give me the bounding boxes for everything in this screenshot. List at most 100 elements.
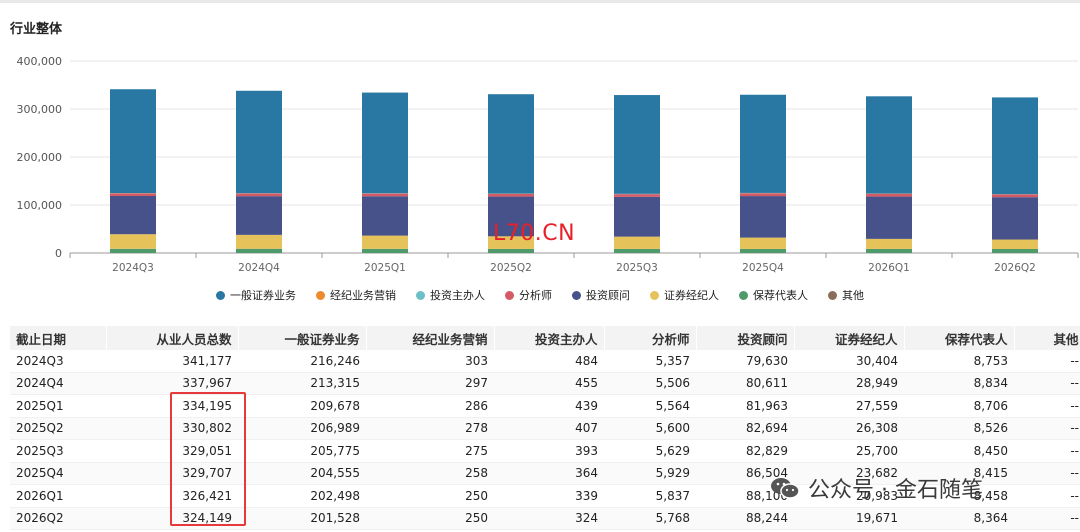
column-header[interactable]: 其他: [1014, 326, 1080, 350]
legend-item[interactable]: 投资顾问: [572, 287, 630, 303]
table-cell: 258: [366, 462, 494, 485]
bar-segment: [614, 95, 660, 194]
legend-swatch: [216, 290, 225, 300]
column-header[interactable]: 保荐代表人: [904, 326, 1015, 350]
legend-item[interactable]: 分析师: [505, 287, 552, 303]
table-cell: 8,834: [904, 372, 1014, 395]
table-cell: --: [1014, 439, 1080, 463]
watermark-text: L70.CN: [493, 221, 576, 246]
table-cell: 329,051: [106, 439, 238, 463]
column-header[interactable]: 从业人员总数: [106, 326, 239, 350]
legend-item[interactable]: 经纪业务营销: [316, 287, 396, 303]
table-cell: 25,700: [794, 439, 904, 463]
legend-item[interactable]: 一般证券业务: [216, 287, 296, 303]
chart-legend: 一般证券业务 经纪业务营销 投资主办人 分析师 投资顾问 证券经纪人 保荐代表人 其他: [0, 287, 1080, 303]
table-cell: 364: [494, 462, 604, 485]
table-row: 2025Q1 334,195 209,678 286 439 5,564 81,963 27,…: [10, 394, 1080, 418]
table-cell: 250: [366, 484, 494, 508]
column-header[interactable]: 截止日期: [10, 326, 107, 350]
x-tick-label: 2025Q4: [742, 262, 784, 274]
bar-segment: [110, 248, 156, 253]
bar-segment: [992, 239, 1038, 249]
table-cell: 27,559: [794, 394, 904, 418]
table-cell: 28,949: [794, 372, 904, 395]
bar-segment: [236, 234, 282, 249]
bar-segment: [362, 235, 408, 249]
bar-segment: [614, 248, 660, 253]
table-cell: 5,768: [604, 507, 696, 530]
table-cell: 86,504: [696, 462, 794, 485]
legend-swatch: [572, 290, 581, 300]
brand-label: 公众号 · 金石随笔: [808, 478, 983, 503]
legend-label: 经纪业务营销: [330, 289, 396, 302]
table-cell: 5,629: [604, 439, 696, 463]
legend-swatch: [739, 290, 748, 300]
table-cell: 455: [494, 372, 604, 395]
table-cell: --: [1014, 417, 1080, 440]
legend-item[interactable]: 证券经纪人: [650, 287, 719, 303]
bar-segment: [362, 248, 408, 253]
table-cell: 88,244: [696, 507, 794, 530]
table-cell: --: [1014, 462, 1080, 485]
stacked-bar-chart: 0 100,000 200,000 300,000 400,000 2024Q3 2024Q…: [17, 55, 1079, 274]
y-tick-label: 300,000: [17, 103, 63, 116]
legend-label: 其他: [842, 289, 864, 302]
x-tick-label: 2026Q1: [868, 262, 910, 274]
legend-item[interactable]: 其他: [828, 287, 864, 303]
table-cell: 2025Q1: [10, 394, 106, 418]
table-cell: 5,357: [604, 350, 696, 373]
bar-segment: [236, 90, 282, 194]
column-header[interactable]: 证券经纪人: [794, 326, 905, 350]
column-header[interactable]: 投资主办人: [494, 326, 605, 350]
legend-swatch: [316, 290, 325, 300]
bar-segment: [992, 248, 1038, 253]
table-cell: 82,829: [696, 439, 794, 463]
legend-item[interactable]: 投资主办人: [416, 287, 485, 303]
table-row: 2024Q4 337,967 213,315 297 455 5,506 80,611 28,…: [10, 372, 1080, 395]
column-header[interactable]: 经纪业务营销: [366, 326, 495, 350]
bar-segment: [488, 94, 534, 194]
table-cell: --: [1014, 507, 1080, 530]
table-row: 2025Q2 330,802 206,989 278 407 5,600 82,694 26,…: [10, 417, 1080, 440]
table-cell: 19,671: [794, 507, 904, 530]
column-header[interactable]: 分析师: [604, 326, 697, 350]
x-tick-label: 2025Q2: [490, 262, 532, 274]
bar-segment: [488, 248, 534, 253]
bar-segment: [110, 195, 156, 235]
y-tick-label: 100,000: [17, 199, 63, 212]
table-cell: 326,421: [106, 484, 238, 508]
table-cell: 2024Q4: [10, 372, 106, 395]
legend-swatch: [416, 290, 425, 300]
bar-segment: [992, 197, 1038, 240]
table-cell: 2025Q2: [10, 417, 106, 440]
legend-swatch: [650, 290, 659, 300]
x-tick-label: 2025Q1: [364, 262, 406, 274]
wechat-icon: [770, 476, 800, 500]
bar-segment: [992, 97, 1038, 195]
table-cell: 407: [494, 417, 604, 440]
table-cell: 2025Q4: [10, 462, 106, 485]
table-cell: 216,246: [238, 350, 366, 373]
bar-segment: [740, 94, 786, 193]
table-cell: 2026Q2: [10, 507, 106, 530]
bar-segment: [866, 248, 912, 253]
table-cell: 201,528: [238, 507, 366, 530]
bar-segment: [110, 234, 156, 249]
table-cell: 81,963: [696, 394, 794, 418]
table-row: 2025Q3 329,051 205,775 275 393 5,629 82,829 25,…: [10, 439, 1080, 463]
brand-watermark: 公众号 · 金石随笔: [770, 472, 983, 504]
bar-segment: [236, 196, 282, 235]
table-cell: 439: [494, 394, 604, 418]
table-cell: 209,678: [238, 394, 366, 418]
column-header[interactable]: 投资顾问: [696, 326, 795, 350]
column-header[interactable]: 一般证券业务: [238, 326, 367, 350]
table-cell: 339: [494, 484, 604, 508]
bar-segment: [110, 89, 156, 194]
legend-swatch: [828, 290, 837, 300]
table-cell: 8,458: [904, 484, 1014, 508]
bar-segment: [488, 193, 534, 197]
bar-segment: [614, 196, 660, 237]
highlight-box: [170, 392, 246, 526]
legend-item[interactable]: 保荐代表人: [739, 287, 808, 303]
table-cell: 88,100: [696, 484, 794, 508]
